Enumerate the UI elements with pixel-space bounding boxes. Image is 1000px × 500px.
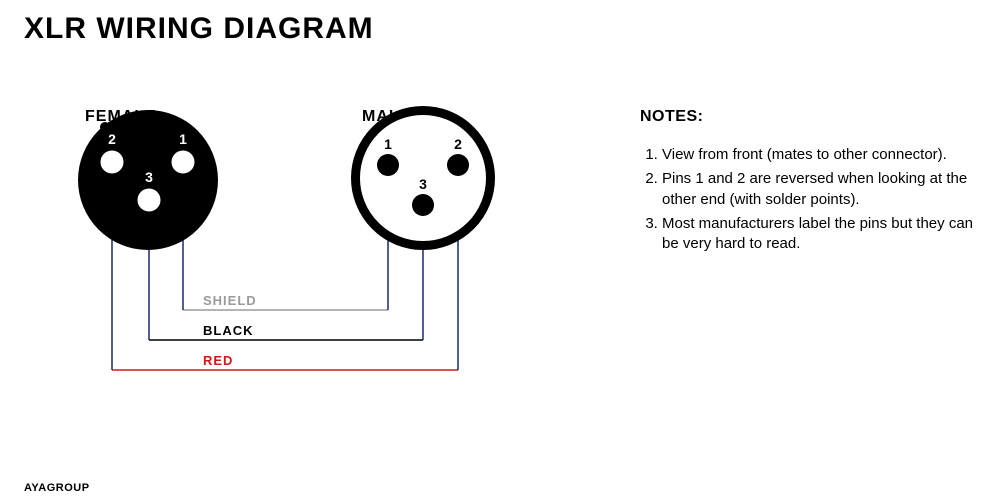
male-pin-3 [412,194,434,216]
wiring-diagram-svg: SHIELD BLACK RED 1 2 3 1 2 3 [28,90,588,410]
female-pin-2 [100,150,124,174]
diagram-area: SHIELD BLACK RED 1 2 3 1 2 3 [28,90,588,410]
male-pin-label-3: 3 [419,176,427,192]
female-pin-3 [137,188,161,212]
notes-heading: NOTES: [640,108,703,126]
female-pin-label-3: 3 [145,169,153,185]
footer-brand: AYAGROUP [24,482,90,494]
female-pin-label-1: 1 [179,131,187,147]
male-pin-1 [377,154,399,176]
notes-item: Most manufacturers label the pins but th… [662,214,992,255]
male-pin-label-1: 1 [384,136,392,152]
wire-label-black: BLACK [203,323,254,338]
female-pin-label-2: 2 [108,131,116,147]
page: XLR WIRING DIAGRAM FEMALE MALE NOTES: Vi… [0,0,1000,500]
female-pin-1 [171,150,195,174]
page-title: XLR WIRING DIAGRAM [24,12,374,46]
male-pin-2 [447,154,469,176]
notes-item: Pins 1 and 2 are reversed when looking a… [662,169,992,210]
notes-item: View from front (mates to other connecto… [662,145,992,165]
wire-label-shield: SHIELD [203,293,257,308]
male-pin-label-2: 2 [454,136,462,152]
wire-label-red: RED [203,353,233,368]
notes-list: View from front (mates to other connecto… [640,145,992,258]
